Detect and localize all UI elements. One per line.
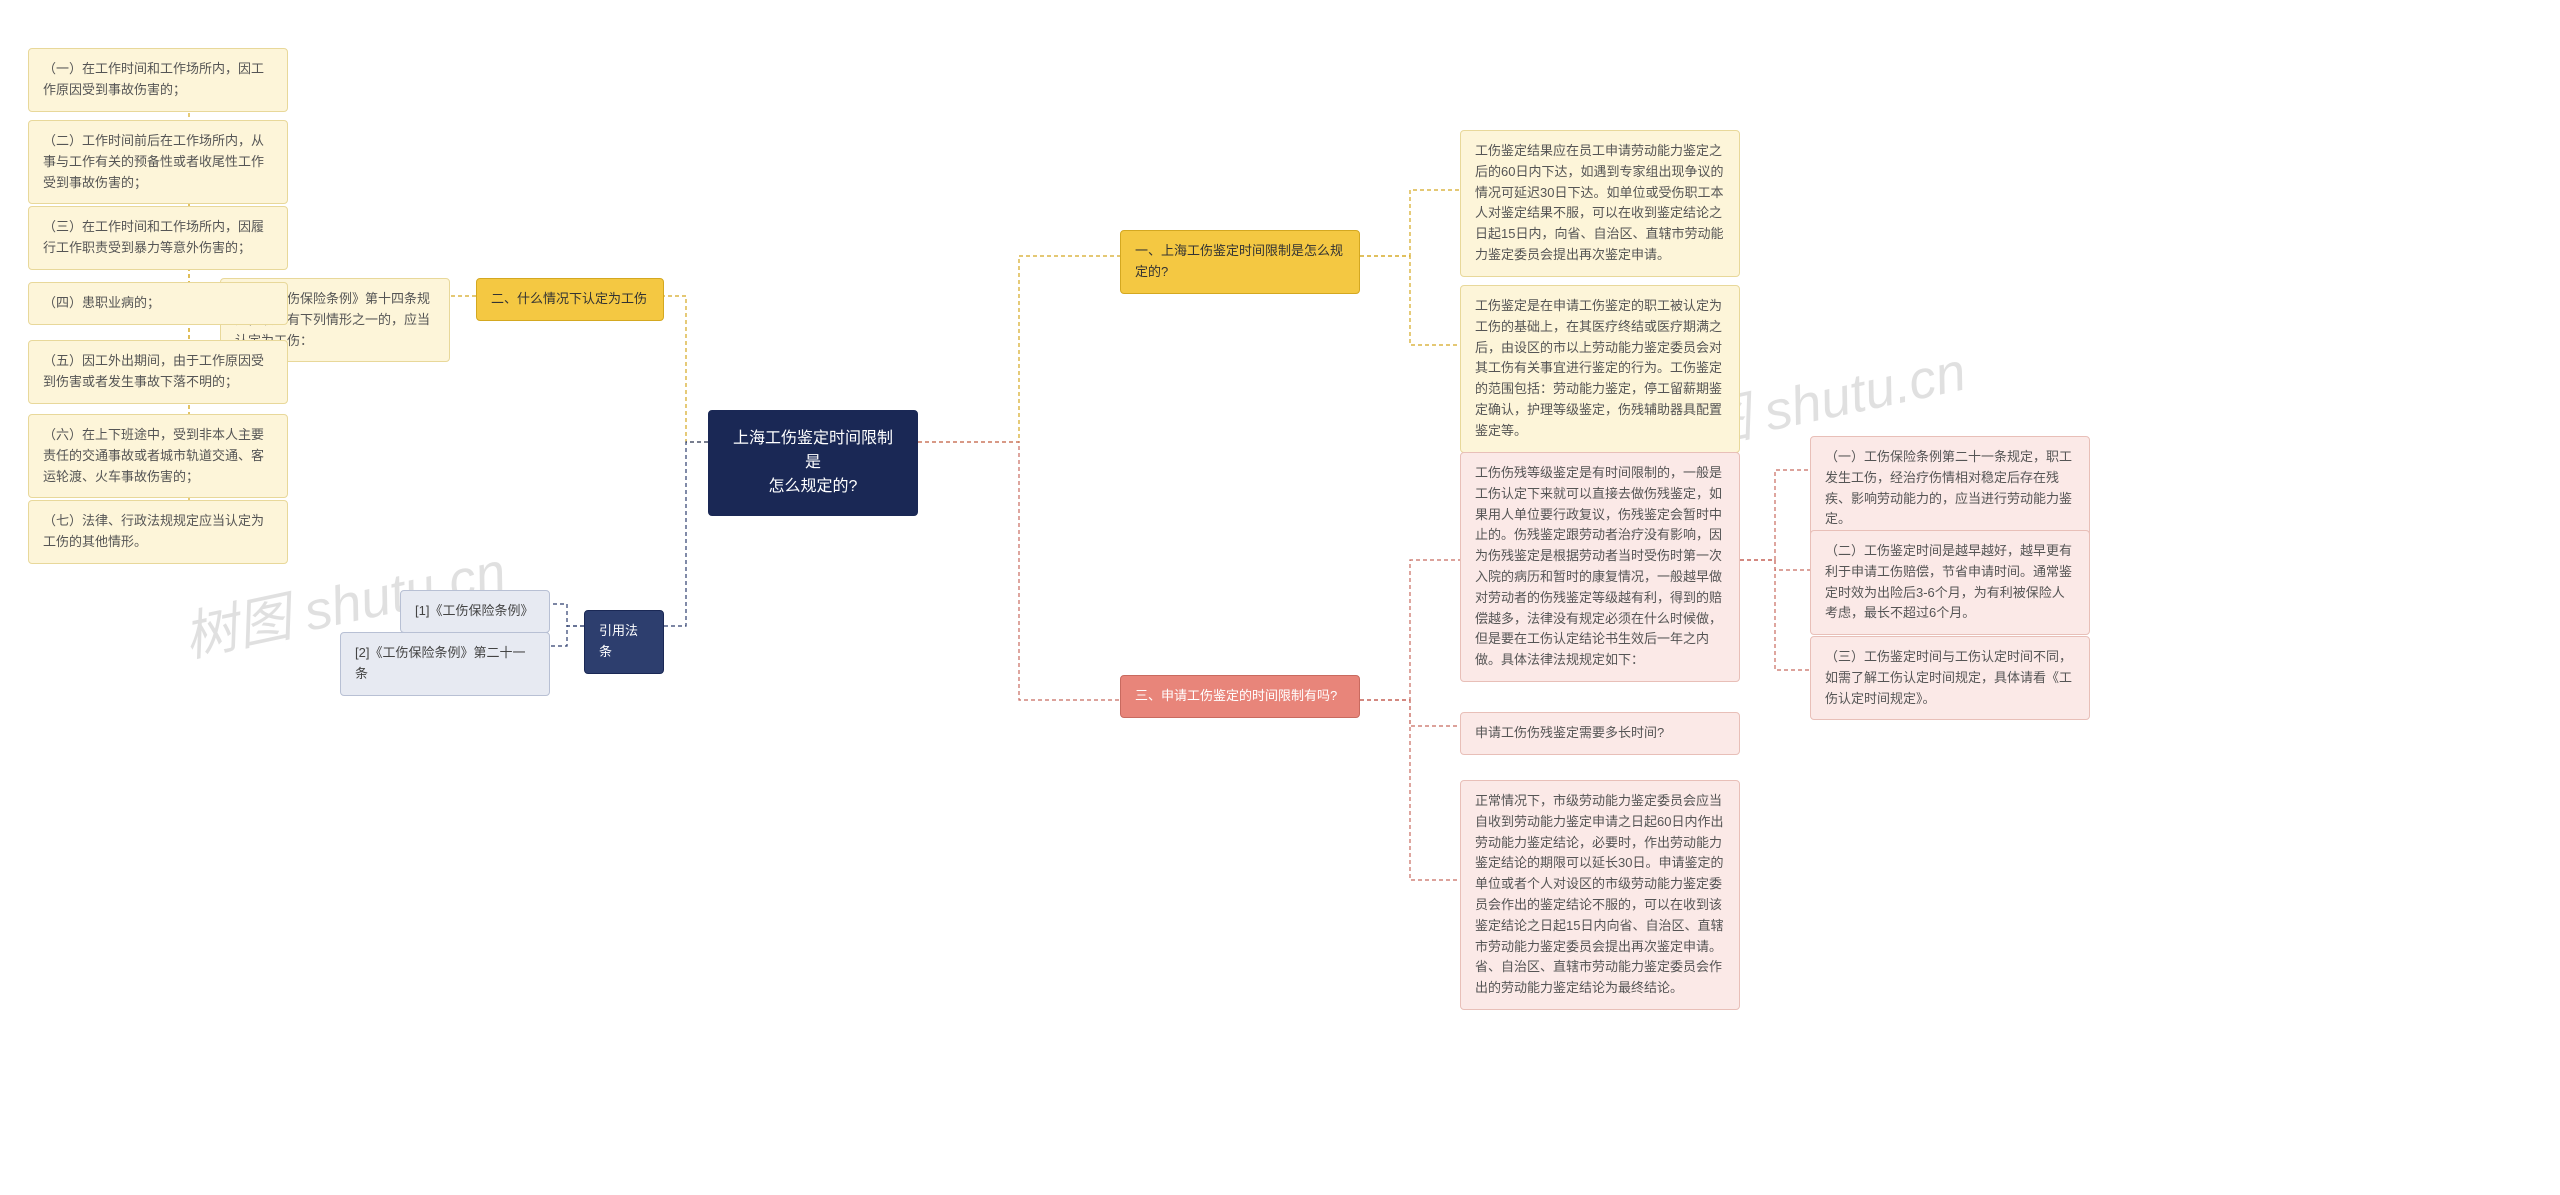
branch2-leaf-4: （五）因工外出期间，由于工作原因受到伤害或者发生事故下落不明的；	[28, 340, 288, 404]
root-node: 上海工伤鉴定时间限制是 怎么规定的?	[708, 410, 918, 516]
branch1-child-0: 工伤鉴定结果应在员工申请劳动能力鉴定之后的60日内下达，如遇到专家组出现争议的情…	[1460, 130, 1740, 277]
branch4-child-1: [2]《工伤保险条例》第二十一条	[340, 632, 550, 696]
branch4-child-0: [1]《工伤保险条例》	[400, 590, 550, 633]
branch2-leaf-2: （三）在工作时间和工作场所内，因履行工作职责受到暴力等意外伤害的；	[28, 206, 288, 270]
branch4-title: 引用法条	[584, 610, 664, 674]
root-line1: 上海工伤鉴定时间限制是	[729, 427, 897, 475]
branch3-child-1: 申请工伤伤残鉴定需要多长时间?	[1460, 712, 1740, 755]
branch2-leaf-6: （七）法律、行政法规规定应当认定为工伤的其他情形。	[28, 500, 288, 564]
branch3-child-2: 正常情况下，市级劳动能力鉴定委员会应当自收到劳动能力鉴定申请之日起60日内作出劳…	[1460, 780, 1740, 1010]
branch2-leaf-1: （二）工作时间前后在工作场所内，从事与工作有关的预备性或者收尾性工作受到事故伤害…	[28, 120, 288, 204]
branch3-child-0: 工伤伤残等级鉴定是有时间限制的，一般是工伤认定下来就可以直接去做伤残鉴定，如果用…	[1460, 452, 1740, 682]
branch3-sub-0: （一）工伤保险条例第二十一条规定，职工发生工伤，经治疗伤情相对稳定后存在残疾、影…	[1810, 436, 2090, 541]
connector-layer	[0, 0, 2560, 1195]
branch3-title: 三、申请工伤鉴定的时间限制有吗?	[1120, 675, 1360, 718]
branch3-sub-1: （二）工伤鉴定时间是越早越好，越早更有利于申请工伤赔偿，节省申请时间。通常鉴定时…	[1810, 530, 2090, 635]
branch3-sub-2: （三）工伤鉴定时间与工伤认定时间不同，如需了解工伤认定时间规定，具体请看《工伤认…	[1810, 636, 2090, 720]
branch2-leaf-0: （一）在工作时间和工作场所内，因工作原因受到事故伤害的；	[28, 48, 288, 112]
branch1-child-1: 工伤鉴定是在申请工伤鉴定的职工被认定为工伤的基础上，在其医疗终结或医疗期满之后，…	[1460, 285, 1740, 453]
branch2-title: 二、什么情况下认定为工伤	[476, 278, 664, 321]
branch1-title: 一、上海工伤鉴定时间限制是怎么规定的?	[1120, 230, 1360, 294]
branch2-leaf-5: （六）在上下班途中，受到非本人主要责任的交通事故或者城市轨道交通、客运轮渡、火车…	[28, 414, 288, 498]
branch2-leaf-3: （四）患职业病的；	[28, 282, 288, 325]
root-line2: 怎么规定的?	[729, 475, 897, 499]
